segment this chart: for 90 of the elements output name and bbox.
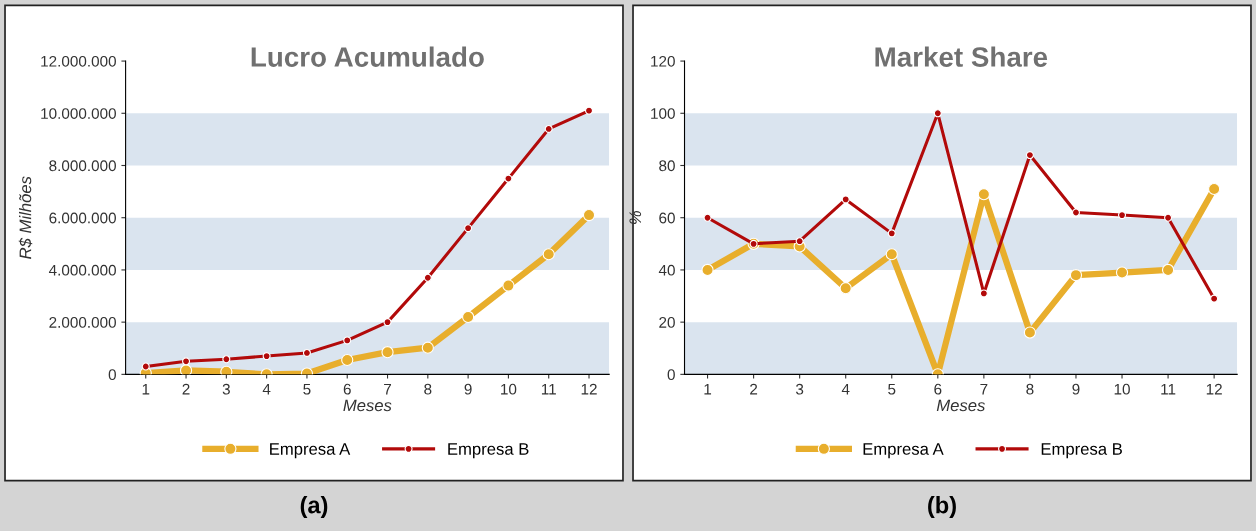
legend-label: Empresa A	[863, 443, 944, 459]
y-tick-label: 2.000.000	[49, 317, 116, 328]
x-tick-label: 8	[424, 383, 432, 395]
y-tick-label: 20	[659, 317, 675, 328]
y-tick-label: 120	[651, 55, 675, 67]
x-tick-label: 3	[222, 383, 230, 395]
x-axis-title: Meses	[343, 399, 392, 412]
x-tick-label: 10	[501, 383, 517, 395]
y-tick-label: 0	[108, 369, 116, 381]
legend-label: Empresa B	[1041, 443, 1122, 459]
x-tick-label: 1	[142, 383, 150, 395]
point	[1117, 211, 1127, 220]
point	[1069, 269, 1083, 282]
x-tick-label: 2	[750, 383, 758, 395]
y-tick-label: 6.000.000	[49, 212, 116, 224]
point	[887, 229, 896, 238]
point	[421, 341, 434, 354]
point	[885, 248, 898, 261]
point	[703, 213, 712, 222]
point	[839, 282, 852, 295]
point	[220, 365, 233, 375]
point	[1210, 294, 1219, 303]
x-tick-label: 5	[303, 383, 311, 395]
point	[464, 224, 473, 233]
x-tick-label: 6	[934, 383, 942, 395]
y-tick-label: 100	[651, 108, 675, 119]
point	[504, 174, 513, 183]
x-tick-label: 10	[1114, 383, 1130, 395]
y-tick-label: 40	[658, 264, 675, 276]
legend-label: Empresa A	[270, 443, 351, 459]
point	[1023, 326, 1037, 339]
point	[462, 310, 475, 324]
point	[383, 318, 392, 327]
x-tick-label: 6	[343, 383, 351, 395]
x-tick-label: 12	[581, 383, 597, 395]
point	[1115, 266, 1129, 279]
x-tick-label: 8	[1026, 383, 1034, 395]
point	[1208, 182, 1221, 196]
point	[302, 348, 311, 357]
point	[701, 263, 714, 277]
chart-title: Lucro Acumulado	[251, 46, 484, 67]
x-tick-label: 9	[464, 383, 472, 395]
point	[1071, 208, 1081, 217]
point	[542, 248, 555, 261]
x-tick-label: 11	[541, 383, 556, 395]
point	[502, 279, 515, 292]
y-tick-label: 60	[659, 212, 675, 224]
y-axis-title: %	[629, 211, 642, 224]
y-axis-title: R$ Milhões	[18, 176, 33, 259]
text: (b)	[928, 496, 956, 519]
point	[1164, 213, 1173, 222]
x-tick-label: 2	[182, 383, 190, 395]
point	[179, 364, 193, 375]
point	[544, 124, 553, 133]
y-tick-label: 0	[667, 369, 675, 381]
y-tick-label: 12.000.000	[41, 55, 116, 67]
x-tick-label: 12	[1206, 383, 1222, 395]
point	[841, 195, 850, 204]
point	[262, 352, 271, 361]
point	[1025, 151, 1034, 160]
point	[141, 362, 150, 371]
x-tick-label: 11	[1161, 383, 1176, 395]
point	[182, 357, 191, 366]
x-tick-label: 1	[704, 383, 712, 395]
x-tick-label: 7	[980, 383, 988, 395]
point	[933, 109, 942, 118]
y-tick-label: 8.000.000	[49, 160, 116, 172]
point	[582, 208, 596, 222]
y-tick-label: 10.000.000	[41, 108, 116, 119]
point	[584, 106, 594, 115]
x-axis-title: Meses	[936, 399, 986, 412]
x-tick-label: 3	[795, 383, 804, 395]
chart-title: Market Share	[875, 46, 1048, 67]
x-tick-label: 7	[384, 383, 392, 395]
y-tick-label: 4.000.000	[48, 264, 116, 276]
legend-label: Empresa B	[448, 443, 529, 459]
point	[795, 237, 804, 246]
point	[423, 273, 432, 282]
point	[381, 346, 394, 359]
point	[341, 353, 354, 367]
point	[977, 188, 990, 201]
x-tick-label: 4	[841, 383, 850, 395]
x-tick-label: 5	[888, 383, 896, 395]
x-tick-label: 4	[262, 383, 271, 395]
y-tick-label: 80	[659, 160, 675, 172]
point	[343, 336, 352, 345]
point	[1161, 263, 1175, 277]
point	[222, 355, 231, 364]
text: (a)	[300, 496, 328, 519]
x-tick-label: 9	[1072, 383, 1080, 395]
